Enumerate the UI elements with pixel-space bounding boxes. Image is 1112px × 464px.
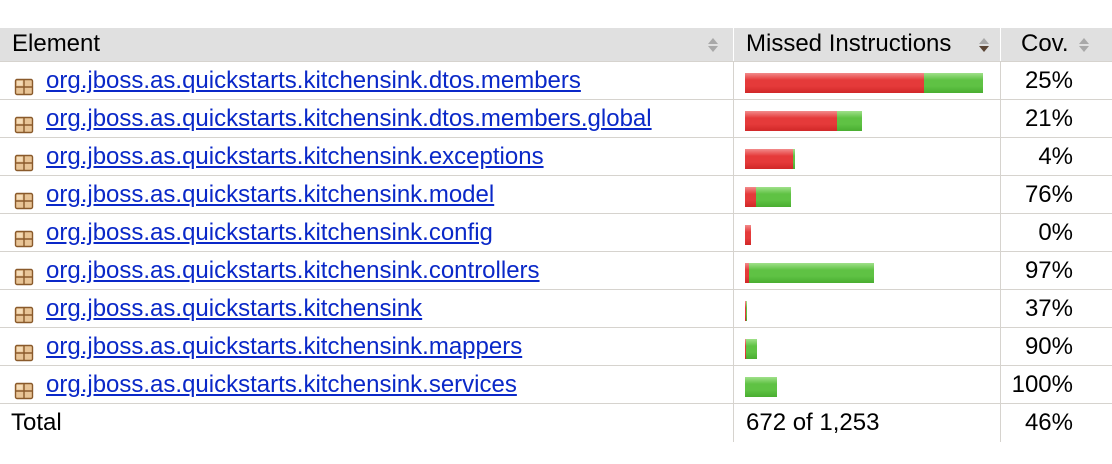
coverage-bar xyxy=(745,73,983,93)
coverage-bar xyxy=(745,377,777,397)
table-row: org.jboss.as.quickstarts.kitchensink 37% xyxy=(0,290,1112,328)
package-link[interactable]: org.jboss.as.quickstarts.kitchensink.con… xyxy=(46,219,493,246)
missed-instructions-cell xyxy=(733,252,1000,289)
coverage-percent: 25% xyxy=(1000,62,1112,99)
element-cell: org.jboss.as.quickstarts.kitchensink.mod… xyxy=(0,176,733,213)
coverage-bar xyxy=(745,225,751,245)
missed-bar-segment xyxy=(745,73,924,93)
header-missed-label: Missed Instructions xyxy=(746,30,952,57)
covered-bar-segment xyxy=(793,149,795,169)
element-cell: org.jboss.as.quickstarts.kitchensink.con… xyxy=(0,252,733,289)
package-icon xyxy=(14,337,34,362)
table-row: org.jboss.as.quickstarts.kitchensink.exc… xyxy=(0,138,1112,176)
coverage-percent: 4% xyxy=(1000,138,1112,175)
coverage-bar xyxy=(745,263,874,283)
covered-bar-segment xyxy=(837,111,862,131)
table-row: org.jboss.as.quickstarts.kitchensink.dto… xyxy=(0,62,1112,100)
coverage-percent: 100% xyxy=(1000,366,1112,403)
table-row: org.jboss.as.quickstarts.kitchensink.con… xyxy=(0,214,1112,252)
table-header: Element Missed Instructions Cov. xyxy=(0,28,1112,62)
element-cell: org.jboss.as.quickstarts.kitchensink.dto… xyxy=(0,100,733,137)
coverage-percent: 21% xyxy=(1000,100,1112,137)
package-icon xyxy=(14,185,34,210)
package-link[interactable]: org.jboss.as.quickstarts.kitchensink.mod… xyxy=(46,181,495,208)
missed-bar-segment xyxy=(745,225,751,245)
package-link[interactable]: org.jboss.as.quickstarts.kitchensink.map… xyxy=(46,333,523,360)
missed-bar-segment xyxy=(745,339,746,359)
missed-instructions-cell xyxy=(733,290,1000,327)
missed-instructions-cell xyxy=(733,138,1000,175)
covered-bar-segment xyxy=(746,301,747,321)
coverage-percent: 97% xyxy=(1000,252,1112,289)
package-icon xyxy=(14,109,34,134)
missed-instructions-cell xyxy=(733,100,1000,137)
missed-instructions-cell xyxy=(733,62,1000,99)
package-link[interactable]: org.jboss.as.quickstarts.kitchensink.dto… xyxy=(46,67,581,94)
missed-instructions-cell xyxy=(733,214,1000,251)
coverage-bar xyxy=(745,111,862,131)
coverage-percent: 90% xyxy=(1000,328,1112,365)
sort-arrows-icon[interactable] xyxy=(1078,37,1090,53)
missed-bar-segment xyxy=(745,149,793,169)
missed-bar-segment xyxy=(745,187,756,207)
coverage-bar xyxy=(745,339,757,359)
package-link[interactable]: org.jboss.as.quickstarts.kitchensink.ser… xyxy=(46,371,517,398)
package-icon xyxy=(14,223,34,248)
package-icon xyxy=(14,71,34,96)
coverage-bar xyxy=(745,187,791,207)
sort-arrows-icon[interactable] xyxy=(707,37,719,53)
package-link[interactable]: org.jboss.as.quickstarts.kitchensink.dto… xyxy=(46,105,652,132)
total-row: Total 672 of 1,253 46% xyxy=(0,404,1112,442)
element-cell: org.jboss.as.quickstarts.kitchensink.exc… xyxy=(0,138,733,175)
coverage-percent: 0% xyxy=(1000,214,1112,251)
table-row: org.jboss.as.quickstarts.kitchensink.con… xyxy=(0,252,1112,290)
package-link[interactable]: org.jboss.as.quickstarts.kitchensink xyxy=(46,295,423,322)
covered-bar-segment xyxy=(745,377,777,397)
missed-instructions-cell xyxy=(733,176,1000,213)
coverage-report-table: Element Missed Instructions Cov. org.jbo… xyxy=(0,28,1112,442)
package-icon xyxy=(14,375,34,400)
covered-bar-segment xyxy=(749,263,874,283)
package-icon xyxy=(14,147,34,172)
header-element[interactable]: Element xyxy=(0,28,733,61)
element-cell: org.jboss.as.quickstarts.kitchensink.con… xyxy=(0,214,733,251)
missed-bar-segment xyxy=(745,301,746,321)
header-cov-label: Cov. xyxy=(1021,30,1069,57)
element-cell: org.jboss.as.quickstarts.kitchensink.dto… xyxy=(0,62,733,99)
missed-bar-segment xyxy=(745,263,749,283)
total-missed: 672 of 1,253 xyxy=(733,404,1000,442)
package-icon xyxy=(14,261,34,286)
coverage-percent: 37% xyxy=(1000,290,1112,327)
covered-bar-segment xyxy=(924,73,983,93)
covered-bar-segment xyxy=(746,339,757,359)
header-coverage[interactable]: Cov. xyxy=(1000,28,1112,61)
coverage-percent: 76% xyxy=(1000,176,1112,213)
total-label: Total xyxy=(11,409,62,436)
element-cell: org.jboss.as.quickstarts.kitchensink xyxy=(0,290,733,327)
coverage-bar xyxy=(745,301,747,321)
package-link[interactable]: org.jboss.as.quickstarts.kitchensink.con… xyxy=(46,257,540,284)
table-body: org.jboss.as.quickstarts.kitchensink.dto… xyxy=(0,62,1112,404)
total-coverage: 46% xyxy=(1000,404,1112,442)
table-row: org.jboss.as.quickstarts.kitchensink.ser… xyxy=(0,366,1112,404)
missed-bar-segment xyxy=(745,111,837,131)
header-missed-instructions[interactable]: Missed Instructions xyxy=(733,28,1000,61)
missed-instructions-cell xyxy=(733,328,1000,365)
missed-instructions-cell xyxy=(733,366,1000,403)
table-row: org.jboss.as.quickstarts.kitchensink.dto… xyxy=(0,100,1112,138)
sort-arrows-icon[interactable] xyxy=(978,37,990,53)
table-row: org.jboss.as.quickstarts.kitchensink.mod… xyxy=(0,176,1112,214)
coverage-bar xyxy=(745,149,795,169)
element-cell: org.jboss.as.quickstarts.kitchensink.ser… xyxy=(0,366,733,403)
header-element-label: Element xyxy=(12,30,101,57)
package-icon xyxy=(14,299,34,324)
element-cell: org.jboss.as.quickstarts.kitchensink.map… xyxy=(0,328,733,365)
covered-bar-segment xyxy=(756,187,791,207)
package-link[interactable]: org.jboss.as.quickstarts.kitchensink.exc… xyxy=(46,143,544,170)
table-row: org.jboss.as.quickstarts.kitchensink.map… xyxy=(0,328,1112,366)
